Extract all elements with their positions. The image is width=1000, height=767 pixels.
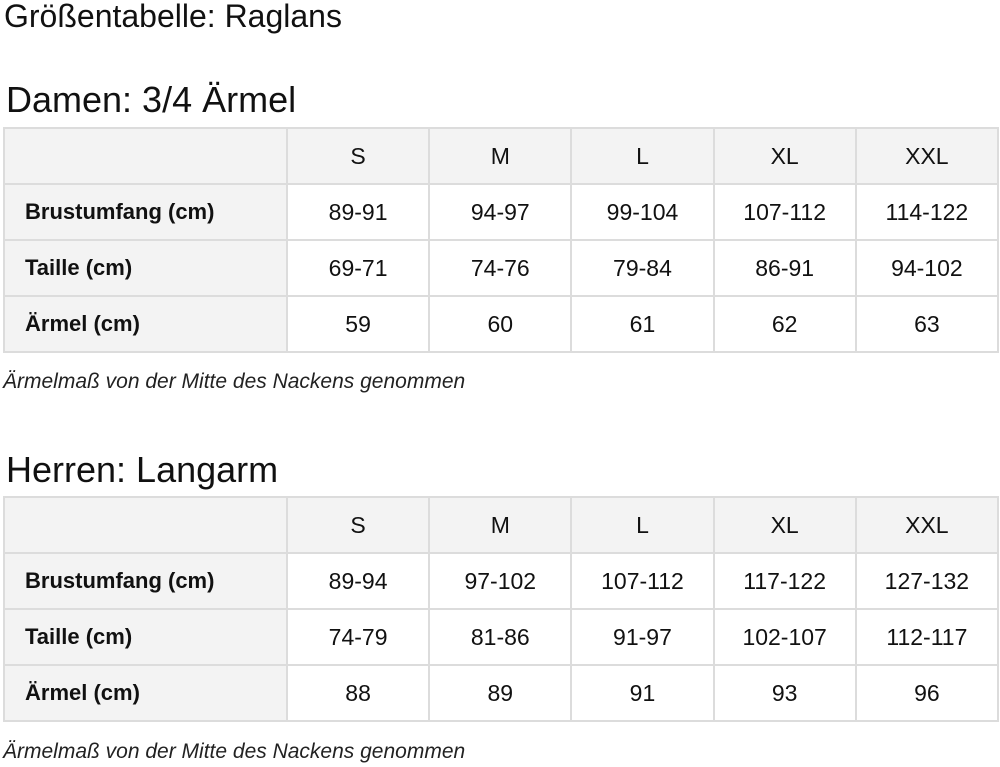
table-cell: 96 [854,664,1000,722]
size-header: S [285,496,431,554]
table-cell: 107-112 [570,552,715,610]
header-row: S M L XL XXL [3,127,1000,185]
table-cell: 107-112 [712,183,857,241]
table-cell: 112-117 [854,608,1000,666]
size-header: XL [712,496,857,554]
table-cell: 89-91 [285,183,431,241]
size-header: S [285,127,431,185]
table-cell: 89-94 [285,552,431,610]
size-table-damen: S M L XL XXL Brustumfang (cm) 89-91 94-97 99-104… [3,127,1000,353]
table-row: Taille (cm) 74-79 81-86 91-97 102-107 112-117 [3,608,1000,666]
table-cell: 94-97 [428,183,573,241]
size-header: M [428,496,573,554]
corner-cell [3,127,288,185]
corner-cell [3,496,288,554]
section-heading-damen: Damen: 3/4 Ärmel [6,79,297,120]
size-header: XXL [854,496,1000,554]
table-cell: 60 [428,295,573,353]
table-cell: 74-76 [428,239,573,297]
note-damen: Ärmelmaß von der Mitte des Nackens genom… [3,370,466,393]
table-cell: 91 [570,664,715,722]
size-header: L [570,127,715,185]
table-cell: 74-79 [285,608,431,666]
note-herren: Ärmelmaß von der Mitte des Nackens genom… [3,740,466,763]
row-label: Taille (cm) [3,608,288,666]
size-header: XXL [854,127,1000,185]
table-cell: 61 [570,295,715,353]
row-label: Ärmel (cm) [3,295,288,353]
row-label: Brustumfang (cm) [3,552,288,610]
table-cell: 89 [428,664,573,722]
table-cell: 79-84 [570,239,715,297]
table-row: Taille (cm) 69-71 74-76 79-84 86-91 94-102 [3,239,1000,297]
size-header: M [428,127,573,185]
table-cell: 117-122 [712,552,857,610]
table-cell: 69-71 [285,239,431,297]
table-cell: 99-104 [570,183,715,241]
row-label: Taille (cm) [3,239,288,297]
size-header: XL [712,127,857,185]
table-cell: 88 [285,664,431,722]
table-cell: 59 [285,295,431,353]
table-cell: 93 [712,664,857,722]
table-cell: 114-122 [854,183,1000,241]
table-row: Brustumfang (cm) 89-91 94-97 99-104 107-112 1… [3,183,1000,241]
table-row: Ärmel (cm) 88 89 91 93 96 [3,664,1000,722]
table-cell: 62 [712,295,857,353]
table-row: Ärmel (cm) 59 60 61 62 63 [3,295,1000,353]
page-title: Größentabelle: Raglans [4,0,342,34]
table-cell: 97-102 [428,552,573,610]
row-label: Brustumfang (cm) [3,183,288,241]
size-table-herren: S M L XL XXL Brustumfang (cm) 89-94 97-102 107-1… [3,496,1000,722]
table-cell: 86-91 [712,239,857,297]
size-header: L [570,496,715,554]
table-cell: 94-102 [854,239,1000,297]
table-cell: 127-132 [854,552,1000,610]
header-row: S M L XL XXL [3,496,1000,554]
table-cell: 102-107 [712,608,857,666]
table-cell: 91-97 [570,608,715,666]
table-row: Brustumfang (cm) 89-94 97-102 107-112 117-12… [3,552,1000,610]
table-cell: 63 [854,295,1000,353]
section-heading-herren: Herren: Langarm [6,449,279,490]
table-cell: 81-86 [428,608,573,666]
row-label: Ärmel (cm) [3,664,288,722]
